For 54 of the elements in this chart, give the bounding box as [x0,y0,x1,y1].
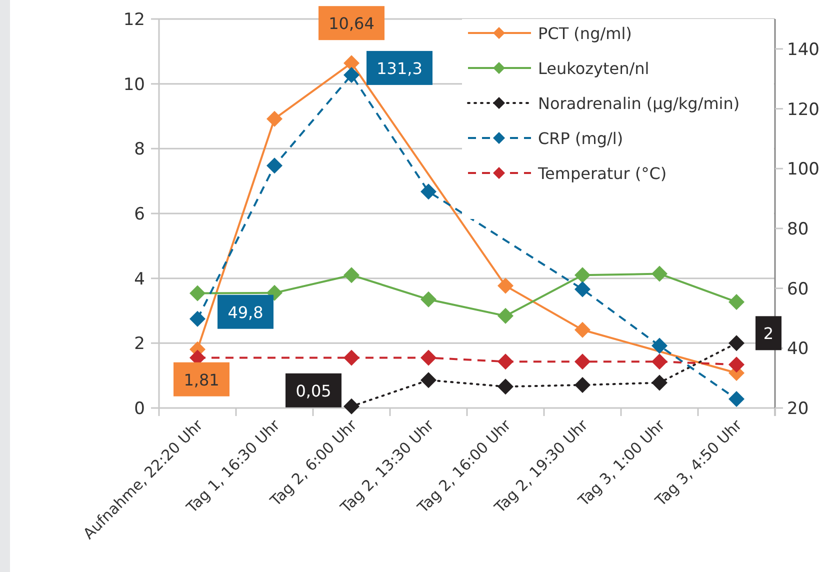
legend-label: Temperatur (°C) [537,164,667,183]
point [344,350,360,366]
point [652,266,668,282]
y-tick-label: 2 [134,334,145,354]
point [190,310,206,327]
y-tick-label: 6 [134,204,145,224]
point [728,335,744,352]
point [420,184,436,200]
point [266,158,282,174]
point [728,356,744,373]
point [574,322,590,338]
data-label: 49,8 [228,302,264,322]
y-tick-label: 12 [123,10,145,30]
data-label: 1,81 [184,370,220,390]
point [420,350,436,366]
y-tick-label: 0 [134,399,145,419]
point [652,354,668,370]
point [190,285,206,302]
point [344,66,360,83]
y-tick-label: 8 [134,140,145,160]
point [344,398,360,414]
y-tick-label: 4 [134,269,145,290]
y2-tick-label: 100 [787,160,820,180]
data-label: 2 [763,324,774,344]
y2-tick-label: 40 [787,339,809,360]
point [574,354,590,370]
point [498,308,514,324]
y2-tick-label: 20 [787,399,809,419]
point [498,278,514,294]
point [266,110,282,127]
point [498,354,514,370]
data-label: 10,64 [328,14,374,34]
point [728,294,744,310]
point [574,376,590,393]
point [498,378,514,395]
point [728,391,744,408]
point [344,267,360,284]
y2-tick-label: 140 [787,40,820,60]
legend-label: Noradrenalin (µg/kg/min) [538,94,740,113]
point [652,374,668,391]
point [652,338,668,354]
legend-label: Leukozyten/nl [538,59,650,78]
y2-tick-label: 60 [787,279,809,300]
legend-label: PCT (ng/ml) [538,24,632,43]
point [420,291,436,308]
point [574,281,590,298]
y2-tick-label: 80 [787,219,809,240]
data-label: 131,3 [376,58,422,78]
y-tick-label: 10 [123,74,145,95]
y2-tick-label: 120 [787,100,820,120]
legend-label: CRP (mg/l) [538,129,624,148]
data-label: 0,05 [296,381,332,400]
point [574,267,590,284]
point [420,372,436,388]
